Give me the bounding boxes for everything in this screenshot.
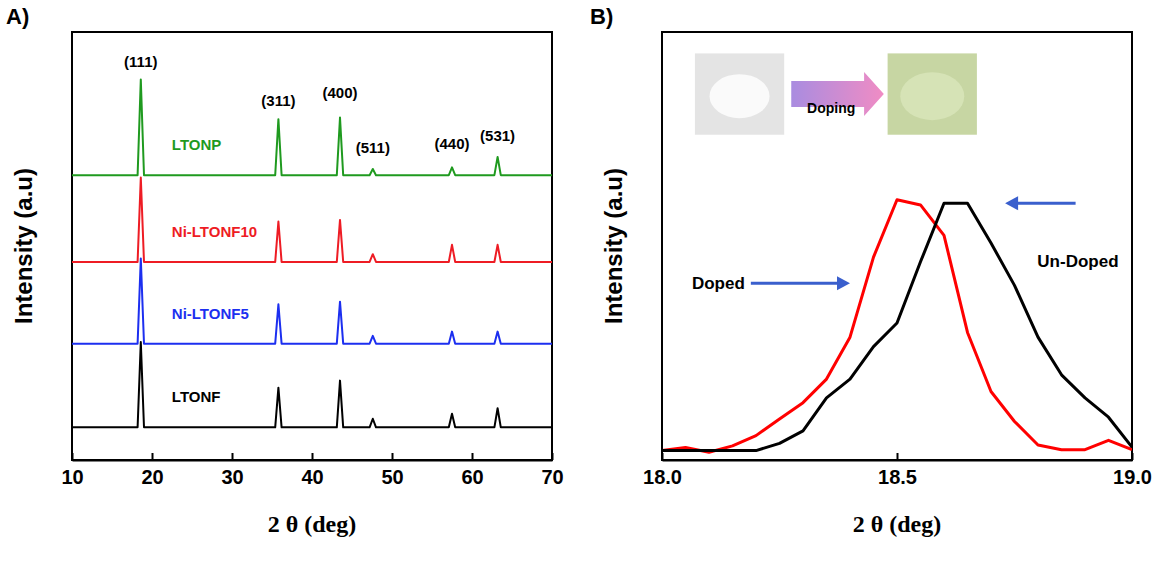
x-tick-mark [232, 453, 234, 460]
arrow-shaft [1015, 202, 1076, 205]
figure: A) 10 20 30 40 50 60 70 2 θ (deg) Intensity (a.u)… [0, 0, 1175, 562]
annotation: Doping [807, 100, 855, 116]
series-line [72, 79, 552, 175]
x-tick-label: 40 [301, 466, 323, 488]
annotation: (440) [434, 135, 469, 152]
series-label: Ni-LTONF5 [172, 305, 249, 322]
x-tick-mark [897, 453, 899, 460]
x-tick-mark [472, 453, 474, 460]
x-tick-label: 10 [61, 466, 83, 488]
label-arrow [1005, 196, 1076, 210]
x-tick-label: 50 [381, 466, 403, 488]
x-axis-title: 2 θ (deg) [853, 511, 942, 537]
series-line [72, 258, 552, 343]
series-label: Ni-LTONF10 [172, 223, 257, 240]
annotation: (531) [480, 127, 515, 144]
arrow-shaft [751, 282, 840, 285]
series-label: LTONF [172, 388, 221, 405]
x-tick: 50 [381, 453, 403, 488]
x-tick-label: 30 [221, 466, 243, 488]
x-tick-mark [392, 453, 394, 460]
series-label: LTONP [172, 136, 221, 153]
series-line [72, 178, 552, 262]
photos [695, 53, 977, 134]
annotation: (311) [261, 92, 295, 109]
x-tick-mark [312, 453, 314, 460]
x-axis: 18.0 18.5 19.0 [643, 453, 1152, 488]
series-line [72, 342, 552, 427]
x-axis-title: 2 θ (deg) [268, 511, 357, 537]
x-tick: 30 [221, 453, 243, 488]
series-label: Un-Doped [1037, 252, 1118, 271]
plot-lines [662, 200, 1132, 453]
x-tick: 20 [141, 453, 163, 488]
series-label: Doped [692, 274, 745, 293]
annotation: (111) [124, 53, 157, 70]
powder-photo [888, 53, 977, 134]
annotation: (511) [356, 139, 390, 156]
powder-photo [695, 53, 784, 134]
y-axis-title: Intensity (a.u) [10, 168, 37, 324]
x-tick: 60 [461, 453, 483, 488]
panel-label: B) [590, 4, 613, 29]
x-tick: 40 [301, 453, 323, 488]
series-line [662, 200, 1132, 453]
x-tick-label: 19.0 [1113, 466, 1152, 488]
series-line [662, 203, 1132, 450]
label-arrow [751, 276, 850, 290]
annotation: (400) [322, 84, 357, 101]
y-axis-title: Intensity (a.u) [600, 168, 627, 324]
x-tick-label: 18.5 [878, 466, 917, 488]
x-tick-label: 18.0 [643, 466, 682, 488]
labels: LTONP Ni-LTONF10 Ni-LTONF5 LTONF (111) (311) (… [124, 53, 515, 405]
labels: Doped Un-Doped Doping [692, 100, 1119, 293]
x-axis: 10 20 30 40 50 60 70 [61, 453, 563, 488]
plot-frame [72, 32, 552, 460]
x-tick: 18.5 [878, 453, 917, 488]
plot-frame [662, 32, 1132, 460]
powder-photo [710, 74, 770, 118]
plot-lines [72, 79, 552, 427]
arrow-head [1005, 196, 1018, 210]
x-tick-mark [152, 453, 154, 460]
panel: B) 18.0 18.5 19.0 2 θ (deg) Intensity (a.u) Do… [590, 4, 1152, 537]
arrow-head [837, 276, 850, 290]
powder-photo [900, 72, 964, 120]
panel: A) 10 20 30 40 50 60 70 2 θ (deg) Intensity (a.u)… [6, 4, 564, 537]
panel-label: A) [6, 4, 29, 29]
x-tick-label: 20 [141, 466, 163, 488]
doping-arrow [791, 72, 884, 116]
x-tick-label: 60 [461, 466, 483, 488]
x-tick-label: 70 [541, 466, 563, 488]
